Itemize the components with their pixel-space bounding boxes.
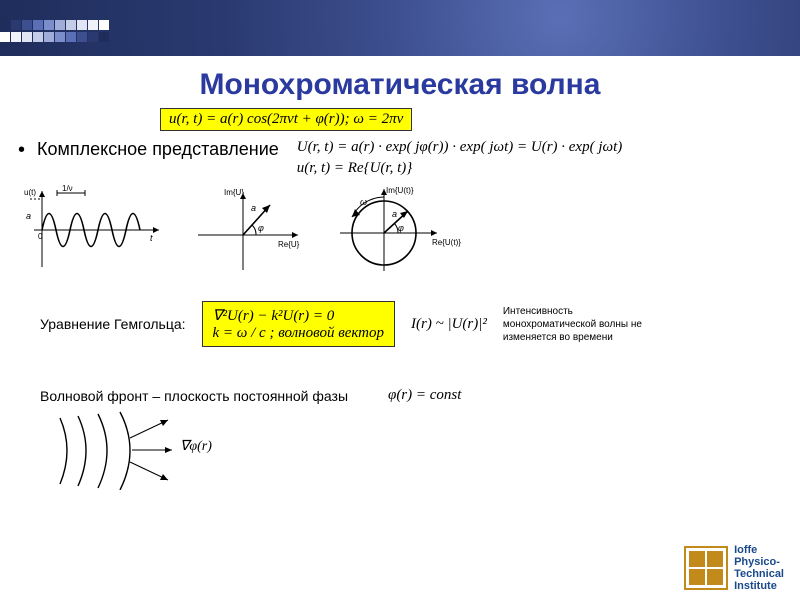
wavefront-grad-label: ∇φ(r): [180, 439, 212, 454]
diagram-row: a 1/ν u(t) t 0 φ a Im{U} Re{U}: [24, 183, 780, 277]
sine-label-a: a: [26, 211, 31, 221]
wavefront-row: Волновой фронт – плоскость постоянной фа…: [40, 387, 780, 404]
helmholtz-line1: ∇²U(r) − k²U(r) = 0: [213, 306, 385, 325]
rot-im: Im{U(t)}: [386, 186, 414, 195]
rot-phi: φ: [398, 223, 404, 233]
rot-re: Re{U(t)}: [432, 238, 461, 247]
logo-icon: [684, 546, 728, 590]
rot-a: a: [392, 209, 397, 219]
phasor-imU: Im{U}: [224, 188, 244, 197]
sine-axis-t: t: [150, 233, 153, 243]
eq-complex-2: u(r, t) = Re{U(r, t)}: [297, 160, 622, 177]
eq-complex-1: U(r, t) = a(r) · exp( jφ(r)) · exp( jωt)…: [297, 139, 622, 156]
slide-content: u(r, t) = a(r) cos(2πνt + φ(r)); ω = 2πν…: [0, 102, 800, 495]
diagram-phasor-static: φ a Im{U} Re{U}: [188, 185, 308, 275]
helmholtz-line2: k = ω / c ; волновой вектор: [213, 325, 385, 341]
wavefront-eq: φ(r) = const: [388, 387, 461, 404]
footer-logo: Ioffe Physico- Technical Institute: [684, 544, 784, 592]
helmholtz-eq-box: ∇²U(r) − k²U(r) = 0 k = ω / c ; волновой…: [202, 301, 396, 347]
wavefront-label: Волновой фронт – плоскость постоянной фа…: [40, 388, 348, 404]
svg-text:0: 0: [38, 232, 43, 241]
phasor-a: a: [251, 203, 256, 213]
header-ripple-bg: [0, 0, 800, 56]
header-deco-bottom: [0, 32, 110, 42]
eq-main-highlight: u(r, t) = a(r) cos(2πνt + φ(r)); ω = 2πν: [160, 108, 412, 131]
diagram-phasor-rotating: ω a φ Im{U(t)} Re{U(t)}: [332, 183, 482, 277]
logo-text: Ioffe Physico- Technical Institute: [734, 544, 784, 592]
diagram-sine: a 1/ν u(t) t 0: [24, 185, 164, 275]
helmholtz-label: Уравнение Гемгольца:: [40, 316, 186, 332]
phasor-reU: Re{U}: [278, 240, 300, 249]
sine-label-period: 1/ν: [62, 185, 73, 193]
helmholtz-row: Уравнение Гемгольца: ∇²U(r) − k²U(r) = 0…: [40, 301, 780, 347]
page-title: Монохроматическая волна: [0, 68, 800, 102]
sine-label-y: u(t): [24, 188, 36, 197]
bullet-complex: • Комплексное представление U(r, t) = a(…: [40, 139, 780, 177]
header-band: [0, 0, 800, 56]
diagram-wavefront: ∇φ(r): [50, 410, 250, 490]
bullet-complex-label: Комплексное представление: [37, 139, 279, 160]
intensity-note: Интенсивность монохроматической волны не…: [503, 305, 653, 344]
rot-omega: ω: [360, 197, 367, 207]
header-deco-top: [0, 20, 110, 30]
intensity-eq: I(r) ~ |U(r)|²: [411, 316, 487, 333]
phasor-phi: φ: [258, 223, 264, 233]
bullet-dot-icon: •: [18, 139, 25, 162]
